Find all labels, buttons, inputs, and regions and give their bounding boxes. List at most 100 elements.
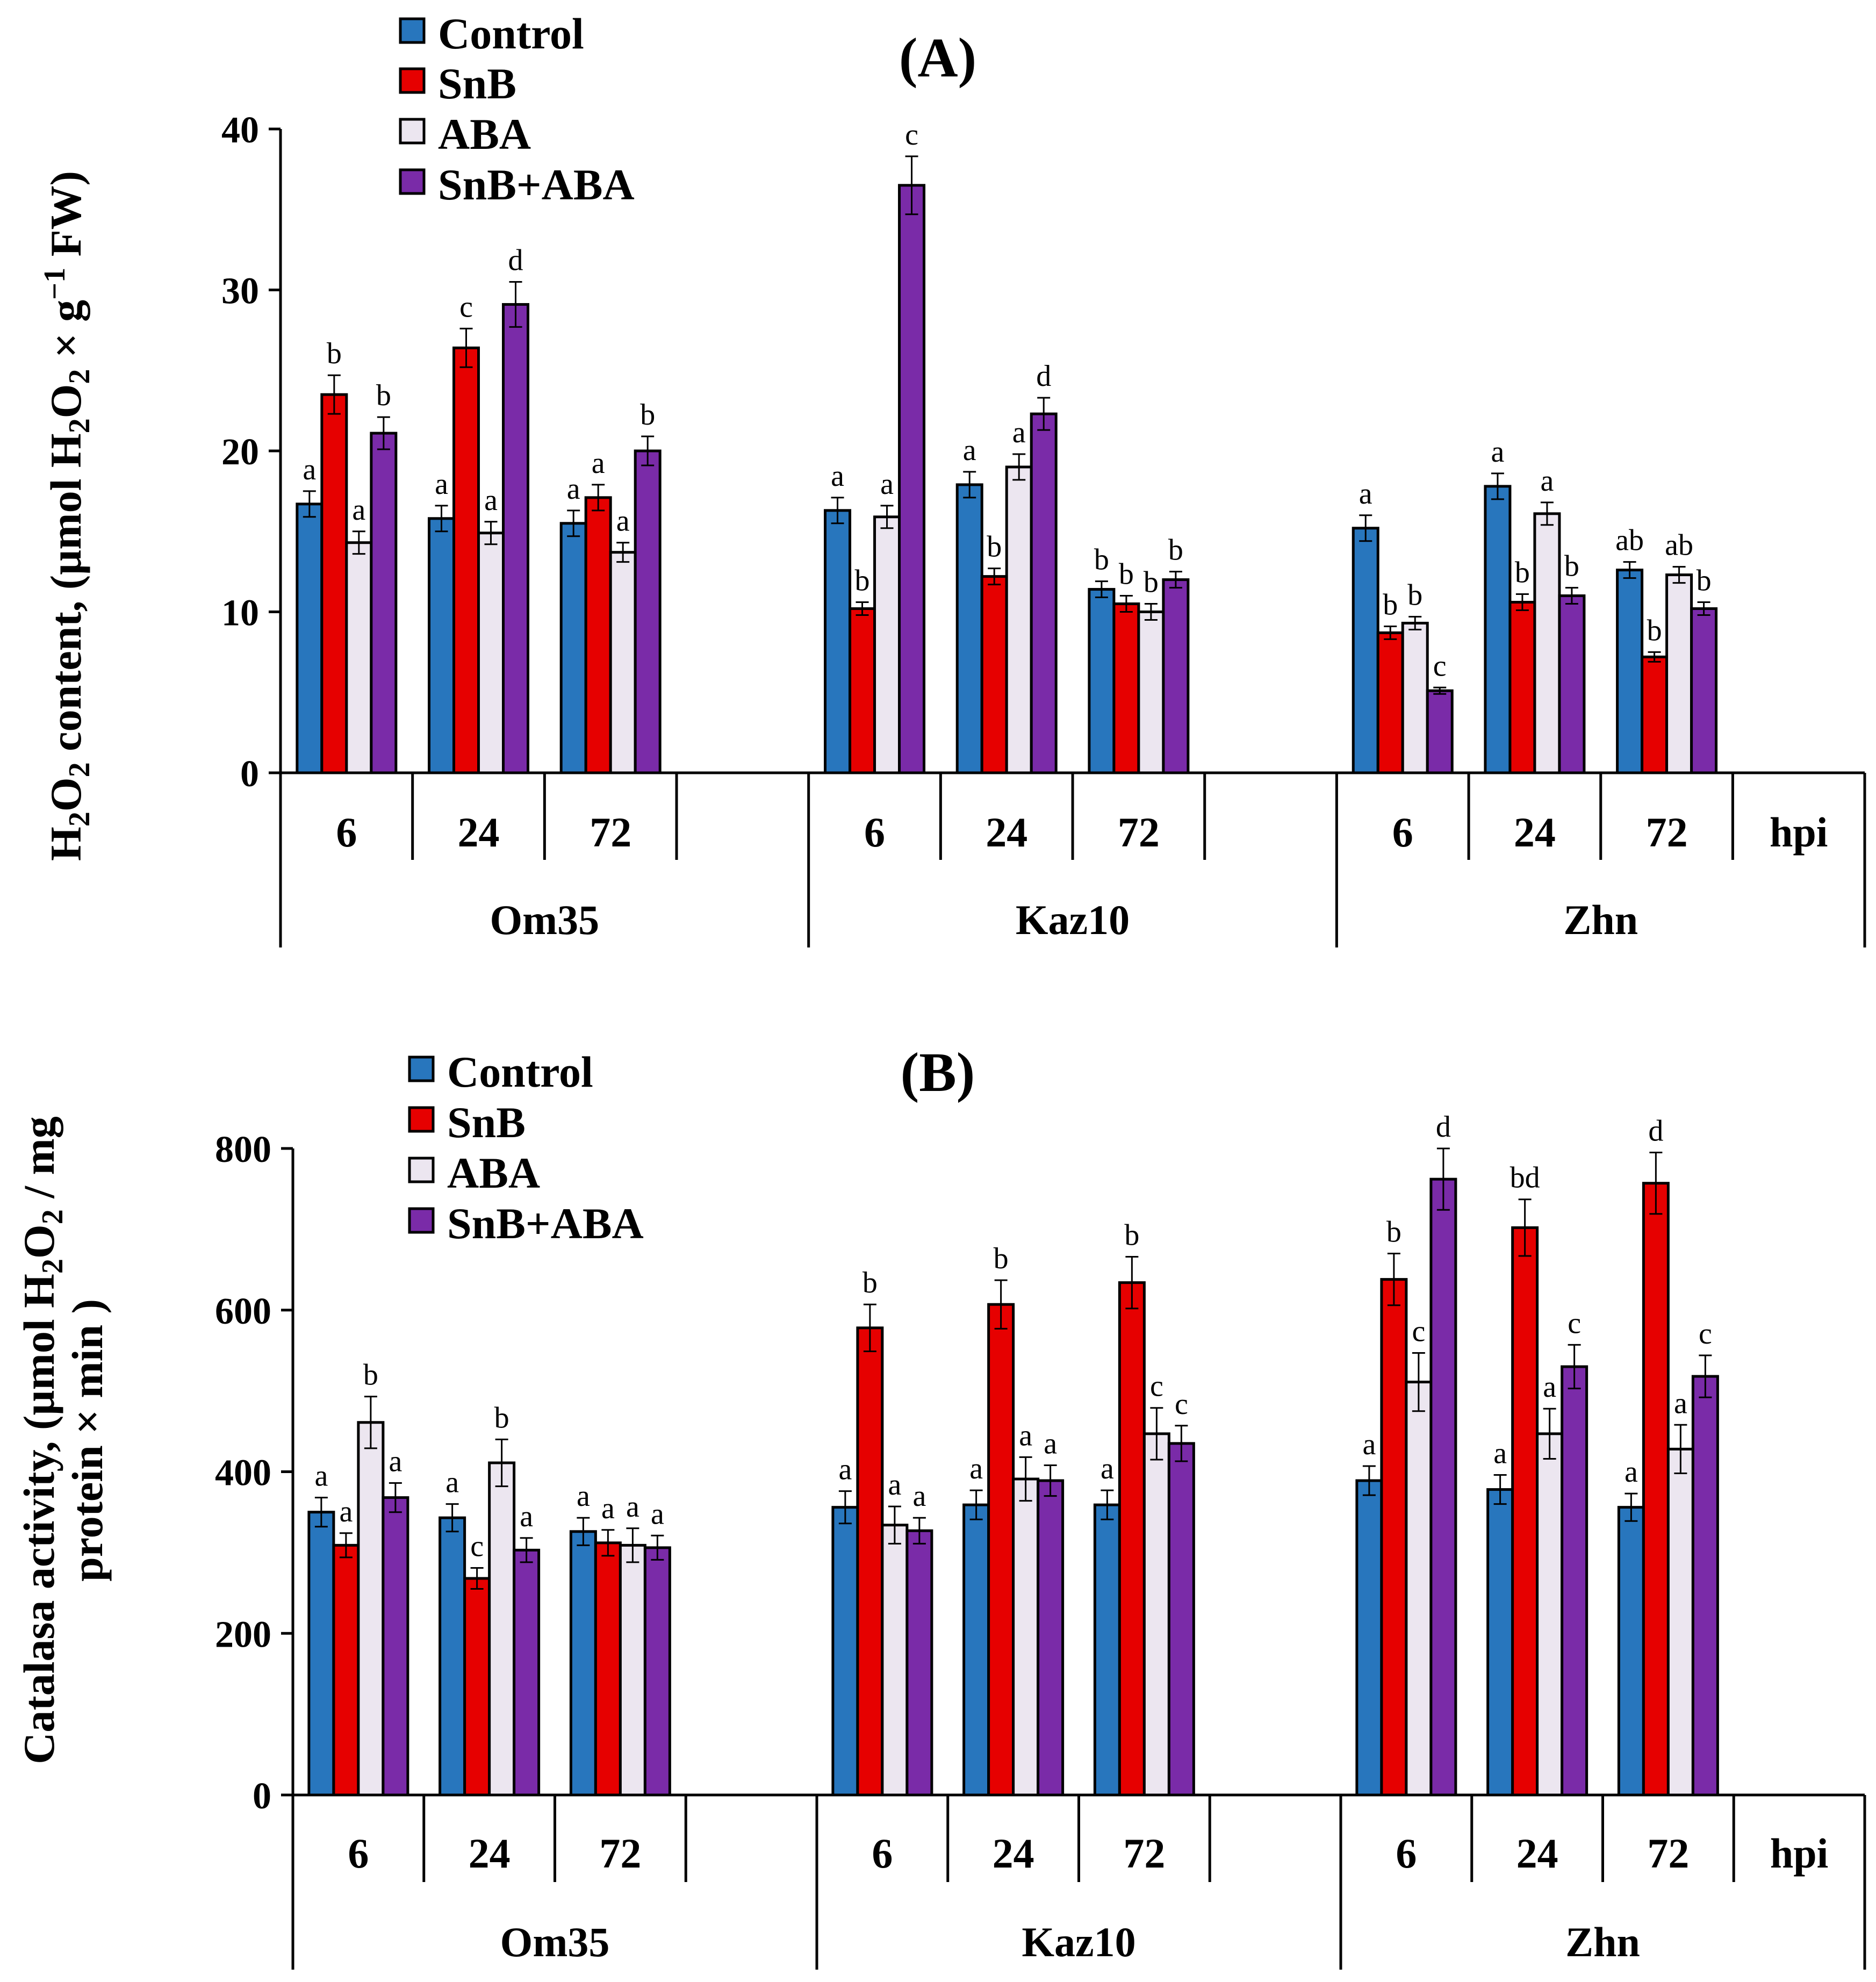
panel-a-title: (A) [899,27,976,89]
panel-a-time-label: 24 [986,809,1027,856]
panel-a-significance-letter-aba: b [1407,578,1422,612]
panel-b-significance-letter-snb: d [1648,1115,1663,1148]
panel-b-bar-snb [1380,1278,1408,1797]
panel-a-time-label: 72 [590,809,631,856]
panel-b-bar-control [307,1511,335,1797]
panel-a-y-tick-label: 30 [221,271,259,312]
panel-a-bar-aba [1401,621,1429,774]
panel-a-significance-letter-control: a [303,453,316,486]
panel-a-bar-aba [873,515,901,774]
panel-b-time-label: 6 [1396,1830,1417,1877]
panel-a-significance-letter-snb: b [327,337,342,370]
panel-a-bar-aba [345,541,373,774]
panel-b-bar-snb-aba [1691,1375,1719,1797]
panel-a-bar-snb [849,607,876,774]
panel-a-significance-letter-control: a [831,459,844,493]
panel-a-significance-letter-control: b [1094,543,1109,577]
panel-b-legend: Control SnB ABA SnB+ABA [408,1047,644,1248]
panel-a-significance-letter-aba: a [1540,464,1554,498]
panel-a-legend-swatch-aba [399,118,426,145]
panel-b-bar-snb [1118,1281,1146,1797]
panel-b-bar-control [1355,1479,1383,1797]
panel-a-legend-label-control: Control [438,9,584,58]
panel-b-time-label: 6 [348,1830,369,1877]
panel-b-legend-label-snb-aba: SnB+ABA [447,1199,644,1248]
panel-b-bar-aba [1666,1447,1694,1797]
panel-b-significance-letter-snb: a [339,1495,353,1528]
panel-b-legend-item-control: Control [408,1047,593,1096]
panel-b-legend-swatch-aba [408,1157,435,1183]
panel-b-y-axis-label-line2: protein × min ) [63,1299,112,1582]
panel-a-bar-snb-aba [634,449,662,774]
panel-b-y-tick-label: 600 [215,1291,271,1332]
panel-a-significance-letter-snb-aba: d [1036,360,1051,393]
panel-b-significance-letter-aba: a [1543,1370,1556,1404]
panel-b-bar-aba [1405,1381,1433,1797]
panel-a-significance-letter-aba: a [1012,416,1026,449]
panel-b-time-label: 72 [599,1830,641,1877]
panel-b-time-label: 24 [993,1830,1034,1877]
panel-a-bar-snb [1376,631,1404,774]
panel-b-legend-item-snb: SnB [408,1098,526,1147]
panel-a-time-label: 6 [1392,809,1413,856]
panel-b-significance-letter-snb-aba: a [520,1500,533,1533]
panel-a-y-tick-label: 0 [240,753,259,795]
panel-b-group-label-zhn: Zhn [1565,1919,1640,1965]
panel-b-bar-aba [488,1461,516,1797]
panel-b-bar-snb-aba [1429,1177,1457,1797]
panel-a-significance-letter-snb-aba: c [905,118,918,152]
panel-a-legend-label-snb: SnB [438,59,516,108]
panel-a-bar-snb-aba [1162,578,1190,774]
panel-a-group-label-kaz10: Kaz10 [1016,896,1130,943]
panel-a-y-tick-label: 10 [221,593,259,634]
panel-a-significance-letter-aba: a [352,493,365,527]
panel-a-bar-snb [980,575,1008,774]
panel-b-significance-letter-aba: c [1412,1315,1425,1348]
panel-a-bar-control [955,483,983,774]
panel-a-bar-aba [1137,611,1165,774]
panel-b-significance-letter-snb: a [601,1492,615,1525]
panel-b-bar-snb [332,1543,360,1797]
panel-a-bar-control [296,502,324,774]
panel-a-significance-letter-control: a [567,472,580,506]
panel-b-bar-snb-aba [513,1548,541,1797]
panel-b-group-label-kaz10: Kaz10 [1022,1919,1135,1965]
panel-b-bar-snb-aba [905,1529,933,1797]
panel-b-significance-letter-snb-aba: d [1436,1110,1451,1144]
panel-a-time-unit-label: hpi [1770,809,1828,856]
panel-a-bar-aba [609,551,637,774]
panel-b-bar-snb-aba [1037,1479,1065,1797]
panel-b-significance-letter-control: a [1625,1455,1638,1489]
panel-a-significance-letter-snb: b [1647,614,1662,647]
panel-b-significance-letter-aba: a [1674,1387,1687,1420]
panel-a-bar-control [428,517,456,774]
panel-a-group-label-zhn: Zhn [1563,896,1638,943]
panel-b-time-label: 24 [1516,1830,1558,1877]
panel-b-significance-letter-aba: a [626,1490,639,1524]
panel-b-bar-aba [1012,1477,1040,1797]
panel-a-legend-swatch-snb [399,67,426,94]
panel-b-title: (B) [901,1042,975,1103]
panel-a-bar-aba [1665,573,1693,774]
panel-a-significance-letter-snb-aba: b [1697,564,1712,598]
panel-b-significance-letter-control: a [1493,1437,1507,1470]
panel-a-y-axis: 0 10 20 30 40 [221,110,282,795]
panel-a-significance-letter-snb: b [987,530,1002,564]
panel-a-significance-letter-aba: a [616,505,630,538]
panel-b-significance-letter-control: a [1362,1428,1376,1461]
panel-b-legend-label-aba: ABA [447,1148,540,1197]
panel-a-bar-snb-aba [370,432,398,774]
panel-b-bar-snb [594,1541,622,1797]
panel-a-legend-label-snb-aba: SnB+ABA [438,160,635,209]
panel-a-significance-letter-aba: ab [1665,529,1693,562]
panel-a-significance-letter-aba: b [1144,566,1159,599]
panel-b-significance-letter-snb-aba: a [912,1480,926,1513]
panel-a-significance-letter-snb: b [1515,556,1530,590]
panel-b-bar-snb [1511,1226,1539,1797]
panel-b-significance-letter-aba: c [1150,1370,1163,1403]
panel-b-legend-label-snb: SnB [447,1098,526,1147]
panel-b-legend-label-control: Control [447,1047,593,1096]
panel-a-significance-letter-snb-aba: d [508,244,523,277]
